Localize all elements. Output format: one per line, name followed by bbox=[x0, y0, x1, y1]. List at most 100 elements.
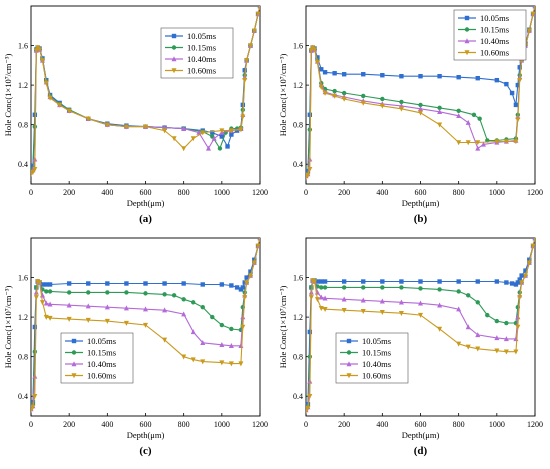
data-point bbox=[477, 116, 482, 121]
legend-label: 10.05ms bbox=[480, 13, 509, 23]
x-axis-title: Depth(μm) bbox=[127, 198, 165, 208]
data-point bbox=[181, 281, 186, 286]
series-line bbox=[306, 238, 535, 410]
x-tick-label: 200 bbox=[63, 420, 75, 429]
data-point bbox=[181, 297, 186, 302]
data-point bbox=[517, 277, 522, 282]
data-point bbox=[380, 285, 385, 290]
data-point bbox=[379, 298, 385, 304]
data-point bbox=[379, 309, 385, 315]
data-point bbox=[437, 109, 443, 115]
data-point bbox=[171, 293, 177, 298]
data-point bbox=[47, 301, 53, 307]
data-point bbox=[200, 359, 206, 365]
data-point bbox=[526, 28, 532, 34]
data-point bbox=[509, 281, 515, 286]
data-point bbox=[399, 99, 404, 105]
data-point bbox=[104, 122, 110, 128]
data-point bbox=[240, 314, 246, 320]
data-point bbox=[104, 304, 110, 310]
data-point bbox=[162, 337, 168, 343]
legend-label: 10.05ms bbox=[187, 31, 216, 41]
data-point bbox=[360, 297, 366, 303]
y-axis-title: Hole Conc(1×10⁷/cm⁻³) bbox=[3, 286, 13, 369]
y-tick-label: 0.4 bbox=[293, 392, 303, 401]
data-point bbox=[318, 294, 324, 300]
data-point bbox=[515, 280, 521, 285]
data-point bbox=[526, 260, 532, 266]
data-point bbox=[57, 102, 63, 108]
data-point bbox=[418, 110, 423, 116]
x-tick-label: 1200 bbox=[252, 420, 268, 429]
data-point bbox=[456, 140, 462, 146]
data-point bbox=[418, 286, 423, 291]
data-point bbox=[341, 90, 347, 96]
y-tick-label: 1.2 bbox=[293, 81, 303, 90]
data-point bbox=[37, 280, 43, 286]
data-point bbox=[247, 273, 253, 279]
x-tick-label: 800 bbox=[453, 188, 465, 197]
data-point bbox=[43, 314, 49, 320]
legend-marker bbox=[171, 45, 177, 50]
x-tick-label: 600 bbox=[415, 420, 427, 429]
data-point bbox=[513, 102, 519, 108]
data-point bbox=[361, 93, 366, 99]
data-point bbox=[341, 307, 347, 313]
y-tick-label: 1.6 bbox=[293, 42, 303, 51]
data-point bbox=[200, 282, 205, 287]
data-point bbox=[190, 136, 196, 142]
data-point bbox=[105, 281, 110, 286]
data-point bbox=[39, 300, 45, 306]
data-point bbox=[228, 361, 234, 367]
legend-marker bbox=[71, 373, 77, 379]
legend-label: 10.40ms bbox=[480, 36, 509, 46]
data-point bbox=[171, 136, 177, 142]
legend-label: 10.15ms bbox=[362, 348, 391, 358]
data-point bbox=[143, 322, 148, 328]
data-point bbox=[437, 302, 443, 308]
data-point bbox=[124, 281, 129, 286]
panel-label: (a) bbox=[139, 213, 152, 225]
series-10.15ms bbox=[306, 238, 535, 412]
data-point bbox=[398, 299, 404, 305]
data-point bbox=[228, 128, 234, 134]
data-point bbox=[228, 342, 234, 348]
data-point bbox=[437, 105, 442, 111]
data-point bbox=[399, 285, 404, 290]
data-point bbox=[143, 291, 148, 296]
data-point bbox=[437, 326, 443, 332]
data-point bbox=[225, 144, 230, 149]
data-point bbox=[211, 135, 217, 141]
data-point bbox=[465, 324, 471, 330]
data-point bbox=[123, 124, 129, 130]
legend-label: 10.40ms bbox=[87, 359, 116, 369]
data-point bbox=[234, 285, 240, 290]
data-point bbox=[86, 281, 91, 286]
y-axis-title: Hole Conc(1×10⁷/cm⁻³) bbox=[278, 54, 288, 137]
data-point bbox=[306, 172, 311, 178]
x-tick-label: 400 bbox=[376, 188, 388, 197]
data-point bbox=[456, 289, 461, 294]
data-point bbox=[312, 47, 318, 53]
data-point bbox=[319, 285, 324, 290]
x-tick-label: 1000 bbox=[214, 420, 230, 429]
y-axis-title: Hole Conc(1×10⁷/cm⁻³) bbox=[3, 54, 13, 137]
data-point bbox=[47, 315, 53, 321]
data-point bbox=[191, 300, 196, 305]
data-point bbox=[398, 310, 404, 316]
data-point bbox=[308, 295, 314, 301]
x-tick-label: 0 bbox=[29, 420, 33, 429]
data-point bbox=[162, 307, 168, 313]
plot-frame bbox=[305, 237, 536, 417]
data-point bbox=[240, 324, 246, 330]
x-tick-label: 0 bbox=[304, 188, 308, 197]
legend-marker bbox=[346, 373, 352, 379]
x-tick-label: 1200 bbox=[252, 188, 268, 197]
data-point bbox=[229, 283, 234, 288]
legend-marker bbox=[171, 56, 177, 62]
data-point bbox=[181, 354, 187, 360]
x-tick-label: 200 bbox=[63, 188, 75, 197]
